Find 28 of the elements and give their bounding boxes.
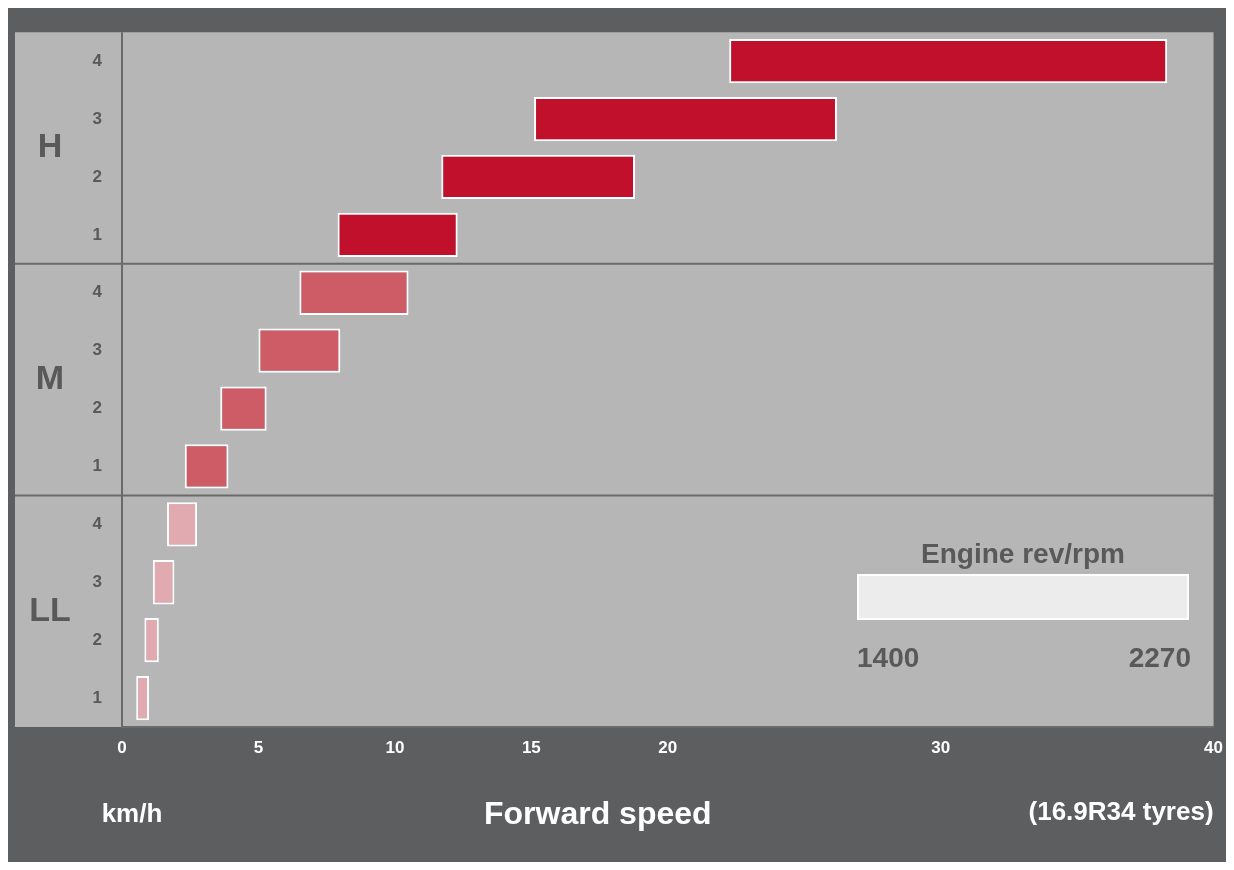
y-tick-label: 1: [92, 687, 102, 707]
y-tick-label: 1: [92, 224, 102, 244]
text: LL: [29, 589, 71, 628]
y-tick-label: 4: [92, 282, 103, 302]
x-tick-label: 10: [385, 737, 405, 757]
y-tick-label: 3: [92, 108, 102, 128]
annotation: Engine rev/rpm: [920, 538, 1126, 570]
y-tick-label: 3: [92, 571, 102, 591]
x-axis-title: Forward speed: [483, 794, 712, 831]
x-tick-label: 0: [117, 737, 127, 757]
y-tick-label: 2: [92, 166, 102, 186]
text: km/h: [101, 798, 163, 829]
text: (16.9R34 tyres): [1028, 796, 1214, 827]
annotation: 1400: [857, 642, 920, 674]
y-tick-label: 4: [92, 514, 103, 534]
y-tick-label: 2: [92, 398, 102, 418]
text: M: [35, 357, 65, 396]
x-tick-label: 20: [658, 737, 678, 757]
x-tick-label: 40: [1204, 737, 1224, 757]
text: H: [37, 126, 63, 165]
y-tick-label: 3: [92, 340, 102, 360]
x-tick-label: 5: [253, 737, 264, 757]
y-tick-label: 1: [92, 456, 102, 476]
y-tick-label: 2: [92, 629, 102, 649]
annotation: 2270: [1128, 642, 1191, 674]
x-tick-label: 30: [931, 737, 951, 757]
y-tick-label: 4: [92, 50, 103, 70]
x-tick-label: 15: [521, 737, 541, 757]
